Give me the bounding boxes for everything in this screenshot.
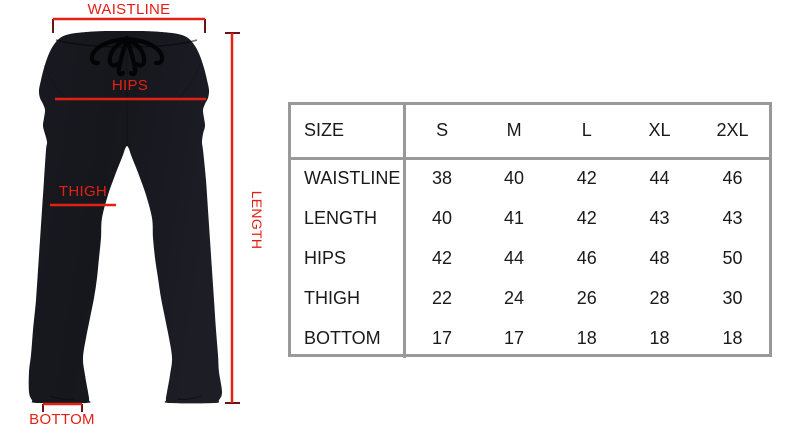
svg-text:HIPS: HIPS: [112, 77, 148, 94]
svg-text:WAISTLINE: WAISTLINE: [88, 1, 171, 18]
svg-text:LENGTH: LENGTH: [249, 191, 265, 250]
svg-text:THIGH: THIGH: [59, 183, 107, 200]
svg-text:BOTTOM: BOTTOM: [29, 411, 95, 428]
